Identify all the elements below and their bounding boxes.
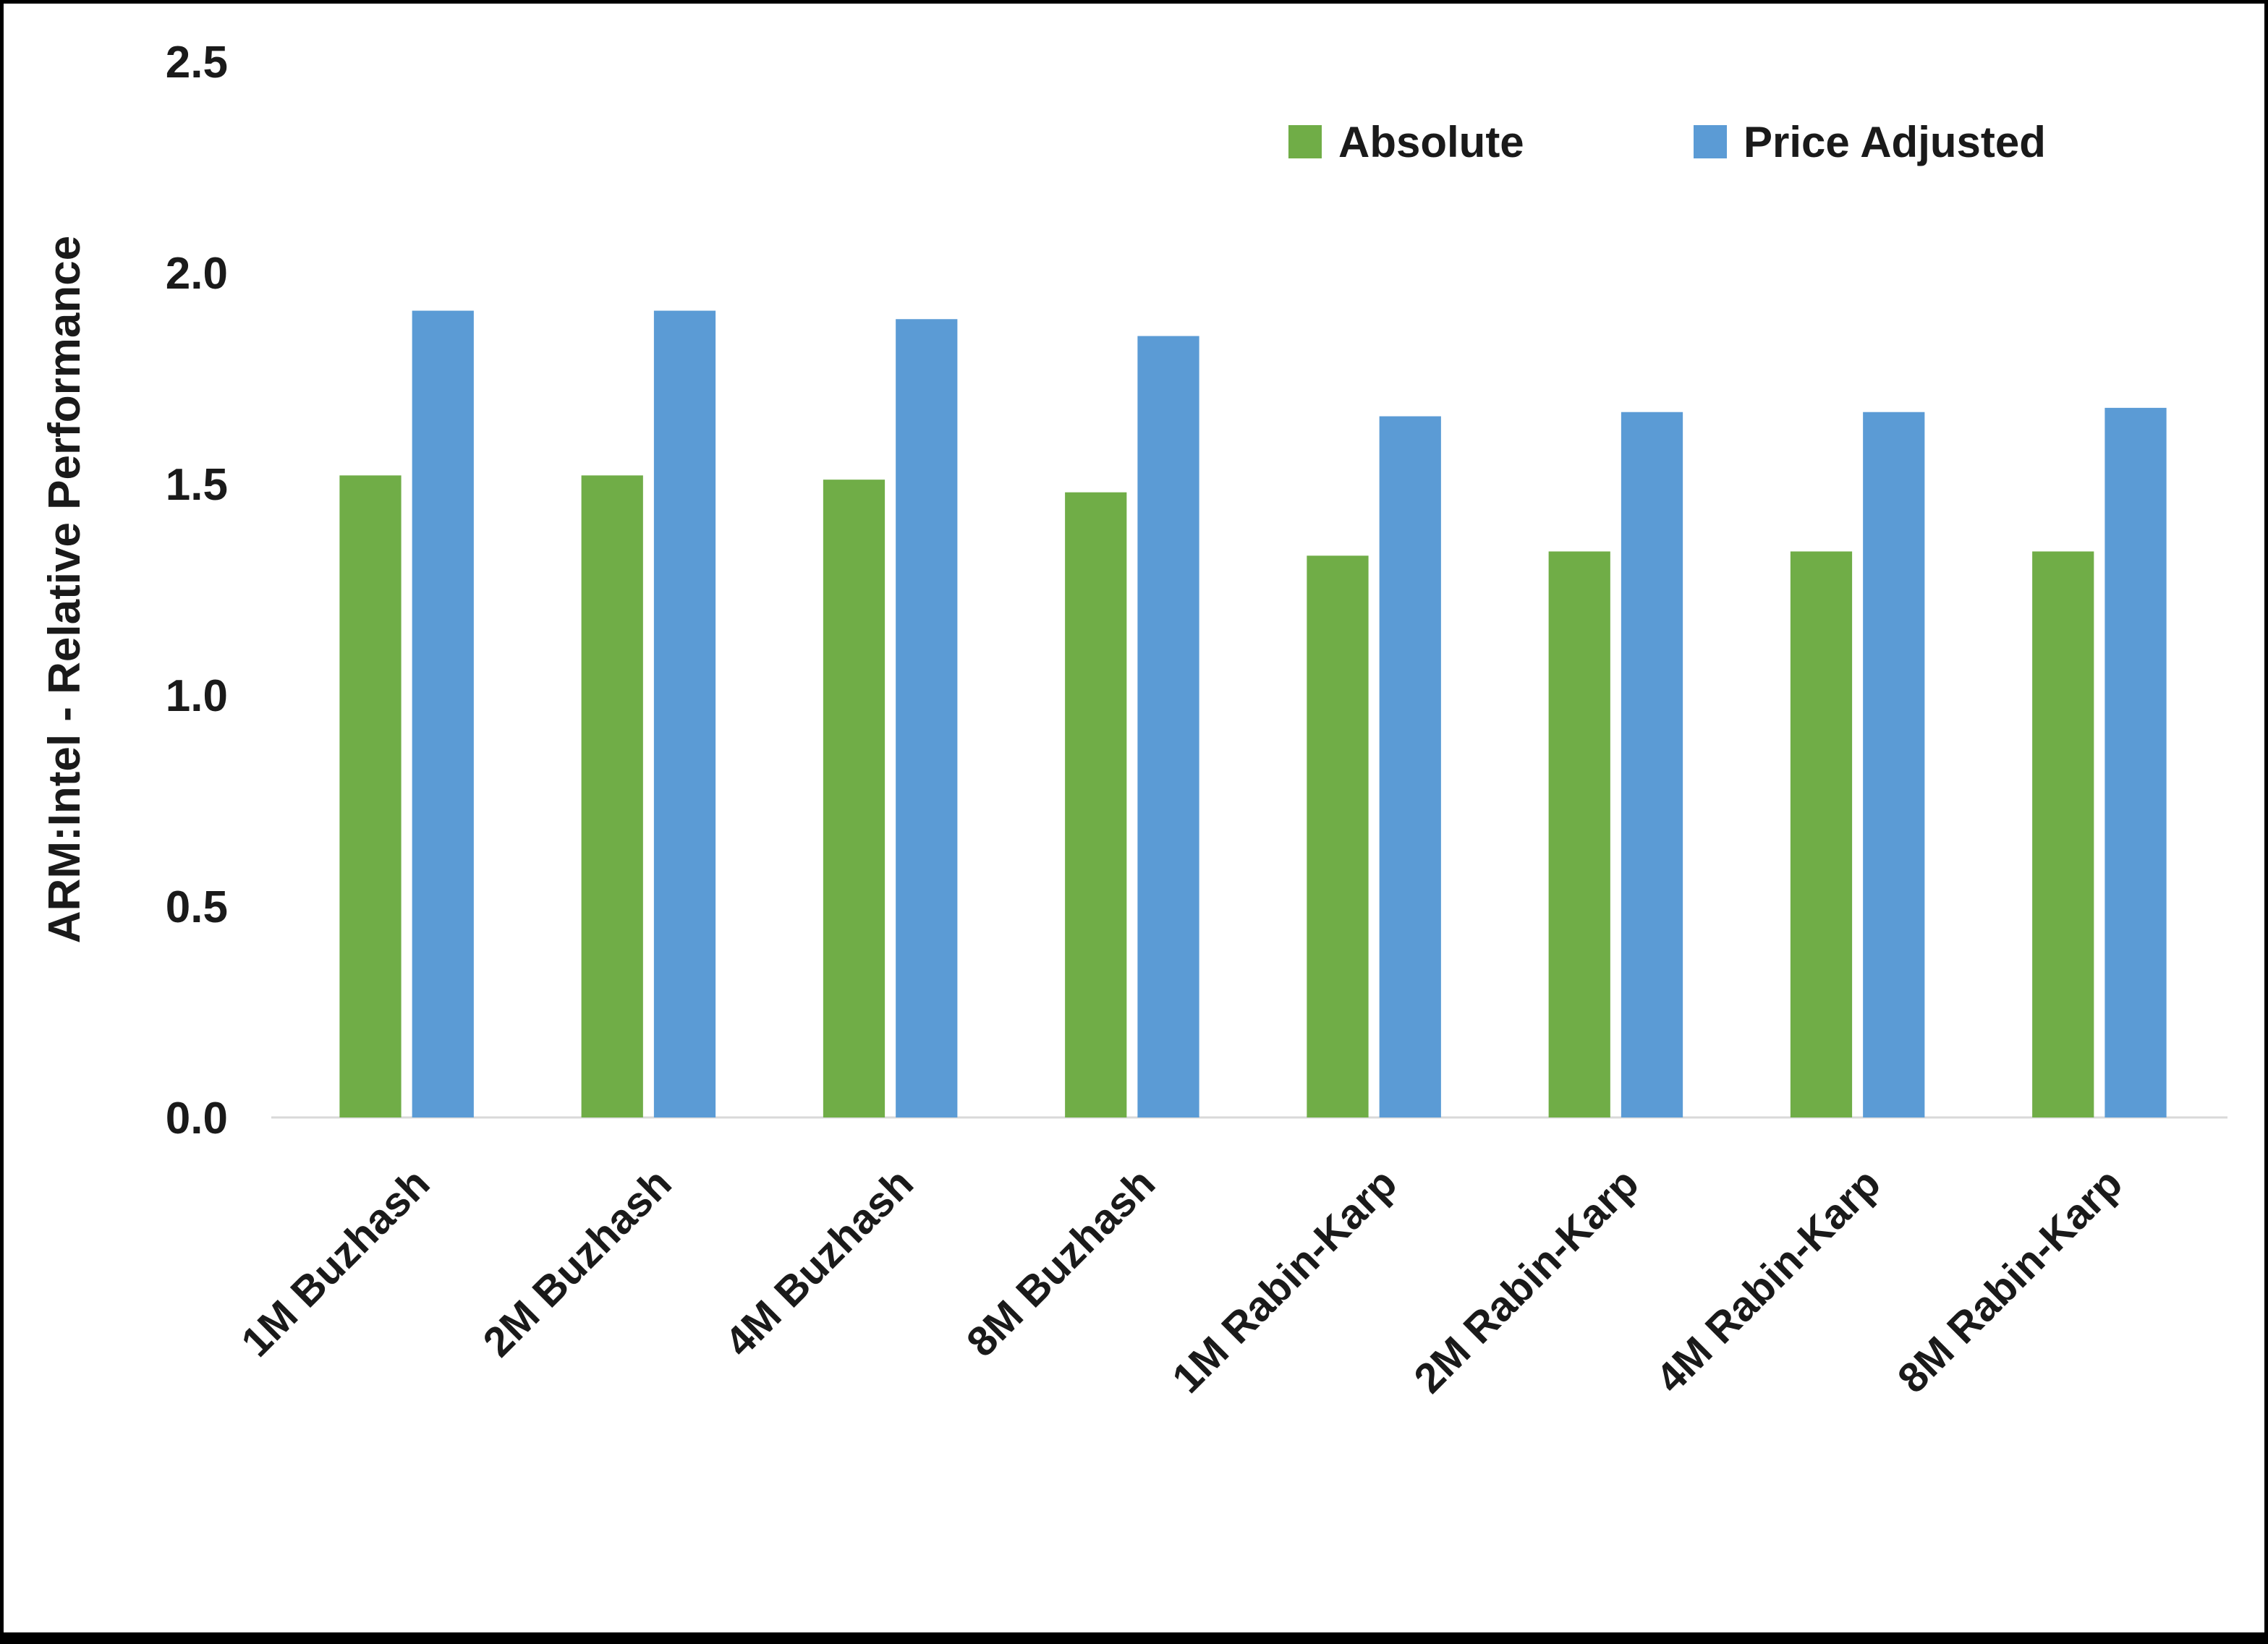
x-tick-label: 2M Rabin-Karp [1405,1159,1647,1402]
bar-absolute-1m-buzhash [339,475,402,1117]
bar-absolute-2m-rabin-karp [1548,551,1610,1117]
y-tick-label: 2.0 [166,249,228,299]
bar-absolute-1m-rabin-karp [1307,555,1369,1117]
x-tick-label: 2M Buzhash [474,1159,680,1366]
bar-price-adjusted-1m-rabin-karp [1379,416,1441,1117]
bar-price-adjusted-8m-buzhash [1137,336,1199,1118]
y-tick-label: 0.5 [166,882,228,932]
bar-chart-svg: 0.0 0.5 1.0 1.5 2.0 2.5 ARM:Intel - Relative P… [40,38,2227,1402]
y-tick-label: 1.0 [166,671,228,721]
bar-price-adjusted-2m-buzhash [653,310,716,1117]
x-tick-label: 1M Rabin-Karp [1163,1159,1406,1402]
y-tick-label: 1.5 [166,460,228,510]
bar-price-adjusted-1m-buzhash [412,310,474,1117]
legend-label-price-adjusted: Price Adjusted [1744,118,2046,166]
y-axis-title: ARM:Intel - Relative Performance [40,236,90,943]
bar-price-adjusted-4m-buzhash [896,319,958,1117]
bar-absolute-2m-buzhash [581,475,643,1117]
x-tick-label: 8M Buzhash [958,1159,1164,1366]
y-tick-label: 2.5 [166,38,228,88]
x-tick-label: 8M Rabin-Karp [1889,1159,2131,1402]
x-tick-label: 4M Buzhash [716,1159,922,1366]
legend-swatch-price-adjusted [1694,125,1727,158]
bar-absolute-8m-buzhash [1065,492,1127,1117]
x-tick-label: 4M Rabin-Karp [1647,1159,1889,1402]
legend-label-absolute: Absolute [1338,118,1524,166]
y-tick-label: 0.0 [166,1094,228,1143]
bar-price-adjusted-4m-rabin-karp [1863,412,1925,1117]
bar-price-adjusted-2m-rabin-karp [1621,412,1683,1117]
bar-absolute-4m-rabin-karp [1790,551,1853,1117]
bar-price-adjusted-8m-rabin-karp [2105,407,2167,1117]
x-tick-label: 1M Buzhash [232,1159,438,1366]
bar-absolute-4m-buzhash [823,480,885,1117]
legend-swatch-absolute [1288,125,1322,158]
bar-absolute-8m-rabin-karp [2032,551,2094,1117]
